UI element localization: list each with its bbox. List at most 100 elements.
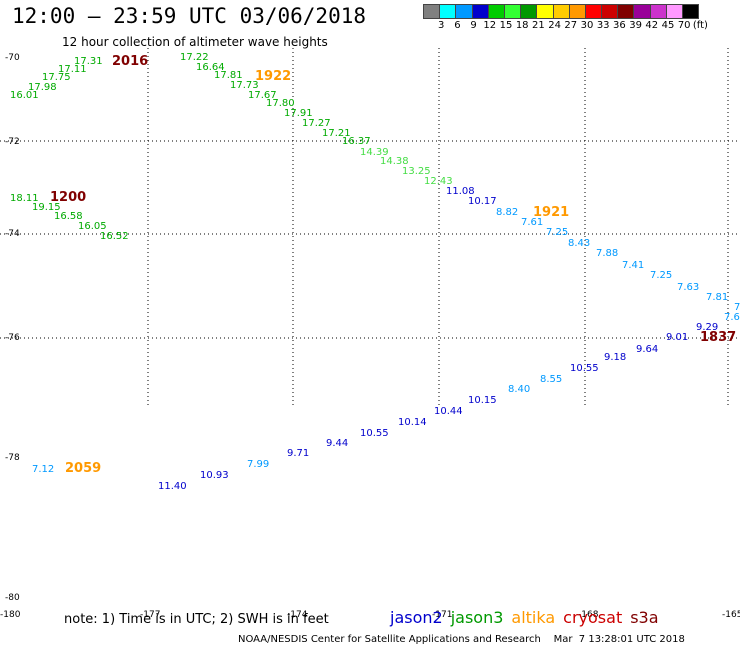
longitude-label: -168 [578, 610, 599, 620]
wave-height-label: 8.43 [568, 238, 590, 249]
latitude-label: -80 [5, 593, 20, 603]
wave-height-label: 11.40 [158, 481, 187, 492]
wave-height-label: 10.15 [468, 395, 497, 406]
legend-satellite-jason2: jason2 [390, 608, 443, 627]
wave-height-label: 18.11 [10, 193, 39, 204]
wave-height-label: 7.25 [546, 227, 568, 238]
pass-time-label: 2059 [65, 461, 101, 476]
longitude-label: -177 [140, 610, 160, 620]
pass-time-label: 2016 [112, 54, 148, 69]
wave-height-label: 16.64 [196, 62, 225, 73]
wave-height-label: 17.91 [284, 108, 313, 119]
colorbar-label: 45 [661, 20, 675, 31]
wave-height-label: 10.55 [570, 363, 599, 374]
wave-height-label: 7.88 [596, 248, 618, 259]
wave-height-label: 17.98 [28, 82, 57, 93]
wave-height-label: 7.12 [32, 464, 54, 475]
wave-height-label: 9.44 [326, 438, 348, 449]
wave-height-label: 9.18 [604, 352, 626, 363]
colorbar-label: 12 [483, 20, 497, 31]
longitude-label: -171 [432, 610, 452, 620]
latitude-label: -74 [5, 229, 20, 239]
wave-height-label: 9.64 [636, 344, 658, 355]
page-subtitle: 12 hour collection of altimeter wave hei… [62, 35, 328, 49]
wave-height-label: 17.27 [302, 118, 331, 129]
wave-height-label: 14.39 [360, 147, 389, 158]
wave-height-label: 10.55 [360, 428, 389, 439]
colorbar-label: (ft) [692, 20, 708, 31]
pass-time-label: 1837 [700, 330, 736, 345]
wave-height-label: 9.29 [696, 322, 718, 333]
wave-height-label: 10.93 [200, 470, 229, 481]
colorbar-label: 9 [470, 20, 477, 31]
pass-time-label: 1922 [255, 69, 291, 84]
colorbar-label: 15 [499, 20, 513, 31]
wave-height-label: 7.99 [247, 459, 269, 470]
longitude-label: -174 [287, 610, 308, 620]
wave-height-label: 7.81 [706, 292, 728, 303]
colorbar-label: 24 [548, 20, 561, 31]
wave-height-label: 7.41 [622, 260, 644, 271]
wave-height-label: 17.11 [58, 64, 87, 75]
wave-height-label: 17.75 [42, 72, 71, 83]
legend-satellite-cryosat: cryosat [563, 608, 623, 627]
wave-height-label: 11.08 [446, 186, 475, 197]
latitude-label: -78 [5, 453, 20, 463]
satellite-legend: jason2 jason3 altika cryosat s3a [390, 608, 667, 627]
wave-height-label: 17.67 [248, 90, 277, 101]
footer-note: note: 1) Time is in UTC; 2) SWH is in fe… [64, 612, 329, 627]
latitude-label: -72 [5, 137, 20, 147]
wave-height-label: 7.25 [650, 270, 672, 281]
wave-height-label: 7.63 [677, 282, 699, 293]
latitude-label: -76 [5, 333, 20, 343]
wave-height-label: 16.05 [78, 221, 107, 232]
pass-time-label: 1200 [50, 190, 86, 205]
latitude-label: -70 [5, 53, 20, 63]
wave-height-label: 17.21 [322, 128, 351, 139]
wave-height-label: 16.58 [54, 211, 83, 222]
color-scale-legend: 3 6 9 12 15 18 21 24 27 30 33 36 39 42 45 70 (ft) [423, 4, 740, 33]
page-title: 12:00 – 23:59 UTC 03/06/2018 [12, 4, 367, 28]
credit-line: NOAA/NESDIS Center for Satellite Applica… [238, 634, 685, 645]
colorbar-swatch [682, 4, 700, 19]
colorbar-label: 21 [532, 20, 545, 31]
wave-height-label: 16.52 [100, 231, 129, 242]
legend-satellite-altika: altika [511, 608, 556, 627]
wave-height-label: 7.6 [724, 312, 740, 323]
colorbar-label: 3 [438, 20, 445, 31]
colorbar-label: 30 [580, 20, 594, 31]
wave-height-label: 8.40 [508, 384, 530, 395]
wave-height-label: 10.17 [468, 196, 497, 207]
longitude-label: -165 [722, 610, 740, 620]
wave-height-label: 17.22 [180, 52, 209, 63]
wave-height-label: 7.61 [521, 217, 543, 228]
pass-time-label: 1921 [533, 205, 569, 220]
wave-height-label: 17.80 [266, 98, 295, 109]
wave-height-label: 17.73 [230, 80, 259, 91]
colorbar-label: 27 [564, 20, 578, 31]
wave-height-label: 9.71 [287, 448, 309, 459]
wave-height-label: 7. [734, 302, 740, 313]
colorbar-label: 36 [613, 20, 626, 31]
wave-height-label: 13.25 [402, 166, 431, 177]
legend-satellite-jason3: jason3 [450, 608, 504, 627]
wave-height-label: 14.38 [380, 156, 409, 167]
colorbar-label: 42 [645, 20, 659, 31]
colorbar-label: 70 [677, 20, 691, 31]
wave-height-label: 12.43 [424, 176, 453, 187]
colorbar-label: 39 [629, 20, 642, 31]
colorbar-label: 33 [596, 20, 610, 31]
colorbar-label: 6 [454, 20, 461, 31]
wave-height-label: 8.55 [540, 374, 562, 385]
longitude-label: -180 [0, 610, 21, 620]
wave-height-label: 16.01 [10, 90, 39, 101]
wave-height-label: 8.82 [496, 207, 518, 218]
legend-satellite-s3a: s3a [630, 608, 659, 627]
colorbar-label: 18 [515, 20, 529, 31]
wave-height-label: 16.37 [342, 136, 371, 147]
wave-height-label: 10.14 [398, 417, 427, 428]
wave-height-label: 9.01 [666, 332, 688, 343]
wave-height-label: 10.44 [434, 406, 463, 417]
wave-height-label: 19.15 [32, 202, 61, 213]
